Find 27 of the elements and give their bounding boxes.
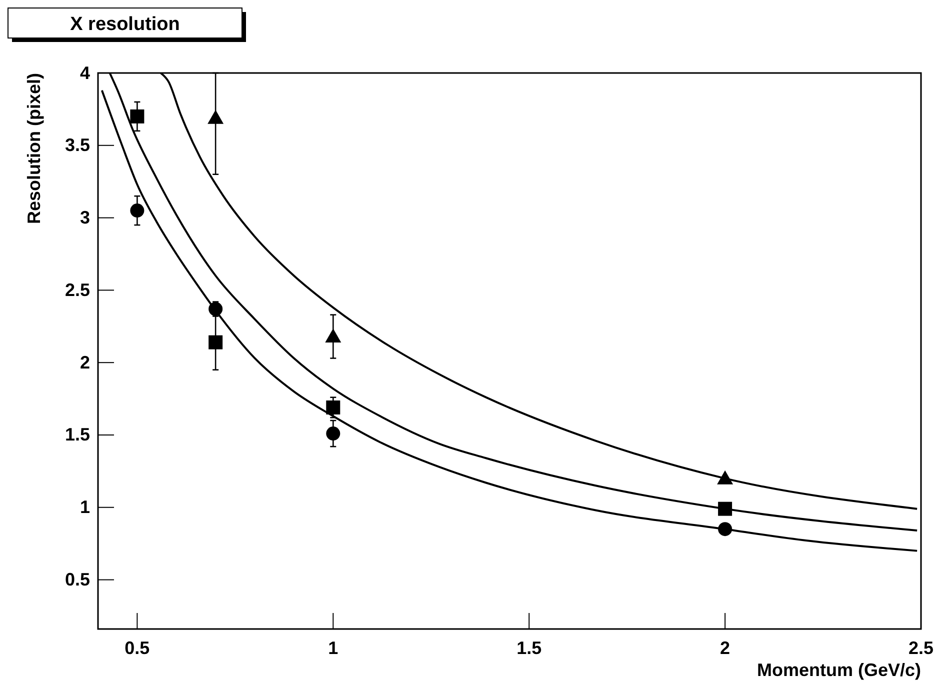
point: [718, 502, 732, 516]
y-tick-label: 3.5: [64, 135, 90, 156]
point: [208, 335, 223, 350]
x-tick-label: 0.5: [124, 638, 150, 658]
y-tick-label: 0.5: [64, 570, 90, 590]
x-tick-label: 2.5: [908, 638, 934, 658]
chart-title: X resolution: [70, 14, 180, 35]
point: [326, 426, 340, 441]
point: [208, 110, 224, 124]
y-tick-label: 2.5: [64, 280, 90, 300]
point: [717, 470, 734, 484]
y-tick-label: 3: [80, 208, 90, 228]
x-tick-label: 2: [720, 638, 730, 658]
y-tick-label: 1: [80, 497, 90, 518]
point: [325, 328, 342, 343]
point: [130, 109, 144, 124]
x-axis-title: Momentum (GeV/c): [756, 660, 922, 680]
point: [130, 204, 144, 218]
point: [718, 522, 732, 536]
x-tick-label: 1.5: [516, 638, 542, 658]
y-tick-label: 2: [80, 352, 90, 372]
x-tick-label: 1: [328, 638, 338, 658]
y-tick-label: 1.5: [64, 424, 90, 445]
y-axis-title: Resolution (pixel): [24, 73, 44, 224]
point: [208, 302, 223, 316]
point: [326, 400, 340, 414]
y-tick-label: 4: [80, 62, 90, 83]
